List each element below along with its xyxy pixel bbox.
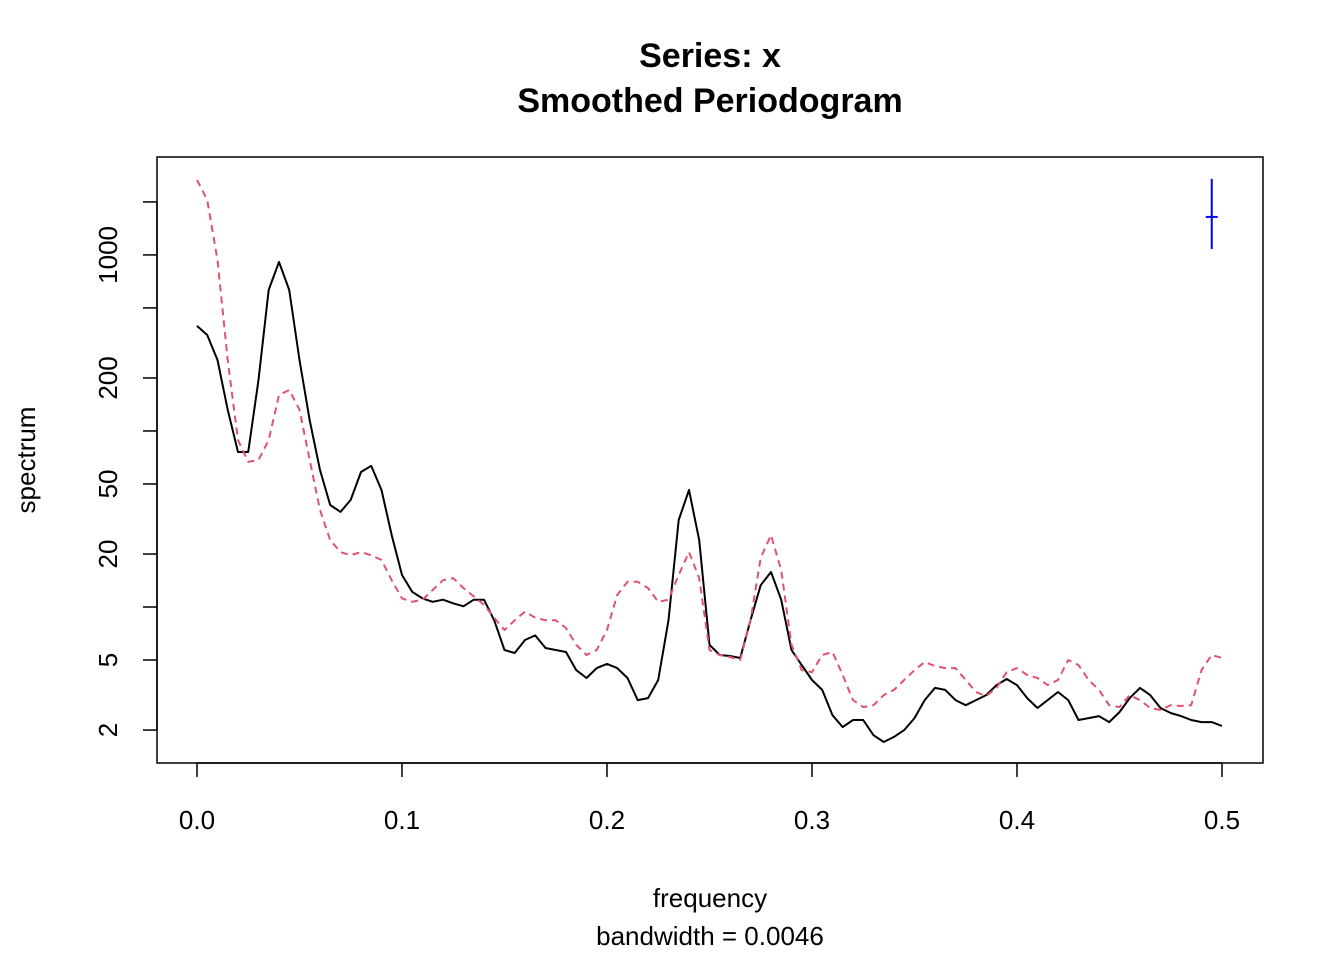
x-tick-label: 0.0: [179, 805, 215, 835]
y-tick-label: 200: [93, 356, 123, 399]
x-tick-label: 0.5: [1204, 805, 1240, 835]
y-tick-label: 20: [93, 540, 123, 569]
x-tick-label: 0.3: [794, 805, 830, 835]
x-axis-label: frequency: [653, 883, 767, 913]
y-tick-label: 50: [93, 470, 123, 499]
x-tick-label: 0.1: [384, 805, 420, 835]
chart-title: Series: x: [639, 37, 781, 75]
series-line: [196, 179, 1223, 711]
series-line: [196, 261, 1223, 743]
y-axis-label: spectrum: [11, 407, 41, 514]
y-tick-label: 5: [93, 653, 123, 667]
chart-subtitle: Smoothed Periodogram: [517, 82, 902, 120]
sub-label: bandwidth = 0.0046: [596, 921, 824, 951]
x-tick-label: 0.2: [589, 805, 625, 835]
y-tick-label: 2: [93, 723, 123, 737]
x-tick-label: 0.4: [999, 805, 1035, 835]
y-tick-label: 1000: [93, 226, 123, 284]
